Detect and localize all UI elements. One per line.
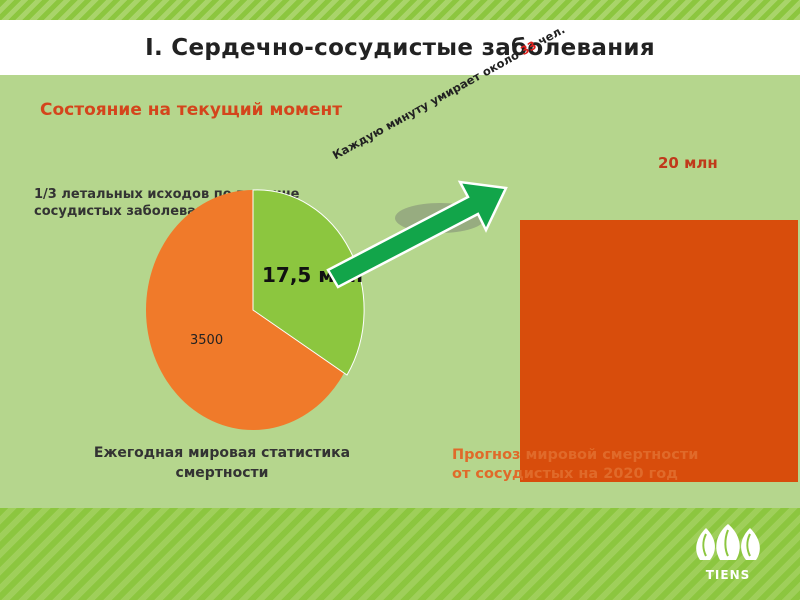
pie-value-small: 3500 xyxy=(190,333,224,348)
trend-arrow xyxy=(326,180,508,289)
forecast-value: 20 млн xyxy=(658,154,718,172)
page-title: I. Сердечно-сосудистые заболевания xyxy=(145,34,655,61)
logo-icon xyxy=(696,524,760,560)
logo-text: TIENS xyxy=(705,568,751,582)
tiens-logo: TIENS xyxy=(688,520,768,590)
title-bar: I. Сердечно-сосудистые заболевания xyxy=(0,20,800,75)
section-subtitle: Состояние на текущий момент xyxy=(40,100,343,120)
forecast-line2: от сосудистых на 2020 год xyxy=(452,466,678,482)
footer-pattern xyxy=(0,508,800,600)
arrow-shape xyxy=(326,180,508,289)
top-stripes xyxy=(0,0,800,20)
pie-label-line2: сосудистых заболеваний xyxy=(34,204,224,219)
statistics-caption-line2: смертности xyxy=(175,465,269,481)
pie-chart xyxy=(146,189,365,430)
statistics-caption: Ежегодная мировая статистика смертности xyxy=(72,443,372,483)
forecast-bar xyxy=(520,220,798,482)
statistics-caption-line1: Ежегодная мировая статистика xyxy=(93,445,351,461)
pie-slice-green xyxy=(252,189,365,376)
forecast-line1: Прогноз мировой смертности xyxy=(452,447,699,463)
forecast-caption: Прогноз мировой смертности от сосудистых… xyxy=(452,446,698,484)
